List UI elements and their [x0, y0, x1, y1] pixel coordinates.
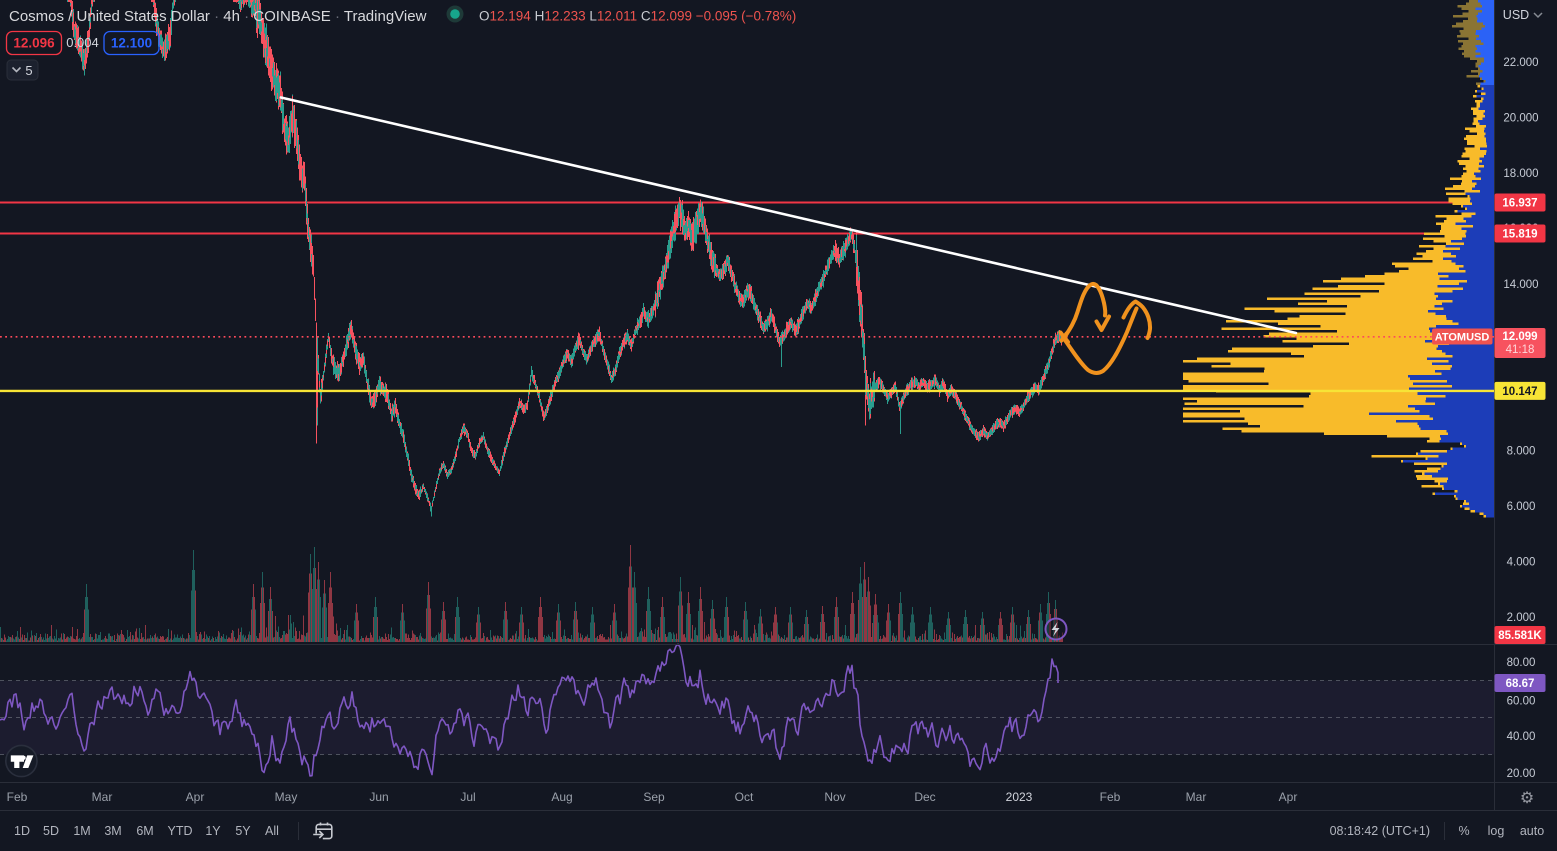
svg-text:15.819: 15.819 [1502, 229, 1537, 241]
svg-text:Mar: Mar [1186, 790, 1207, 804]
svg-text:Apr: Apr [1279, 790, 1298, 804]
svg-text:Jun: Jun [369, 790, 388, 804]
svg-text:USD: USD [1503, 8, 1529, 22]
svg-text:12.099: 12.099 [1502, 331, 1537, 343]
svg-text:08:18:42 (UTC+1): 08:18:42 (UTC+1) [1330, 824, 1430, 838]
svg-text:3M: 3M [104, 824, 121, 838]
svg-text:1Y: 1Y [205, 824, 221, 838]
svg-text:Apr: Apr [186, 790, 205, 804]
svg-text:22.000: 22.000 [1503, 57, 1538, 69]
svg-text:5D: 5D [43, 824, 59, 838]
svg-text:12.100: 12.100 [111, 36, 152, 51]
svg-text:Dec: Dec [914, 790, 935, 804]
svg-text:6.000: 6.000 [1507, 501, 1536, 513]
svg-text:10.147: 10.147 [1502, 386, 1537, 398]
svg-text:All: All [265, 824, 279, 838]
svg-text:5: 5 [25, 63, 32, 78]
svg-text:85.581K: 85.581K [1498, 630, 1542, 642]
svg-text:Feb: Feb [1100, 790, 1121, 804]
svg-text:80.00: 80.00 [1507, 657, 1536, 669]
svg-text:%: % [1458, 824, 1469, 838]
svg-text:2.000: 2.000 [1507, 612, 1536, 624]
svg-text:0.004: 0.004 [66, 35, 99, 50]
svg-text:16.937: 16.937 [1502, 198, 1537, 210]
svg-text:Nov: Nov [824, 790, 845, 804]
svg-text:4.000: 4.000 [1507, 557, 1536, 569]
svg-text:May: May [275, 790, 298, 804]
svg-text:12.096: 12.096 [13, 36, 55, 51]
svg-text:YTD: YTD [168, 824, 193, 838]
svg-text:20.00: 20.00 [1507, 768, 1536, 780]
svg-text:Aug: Aug [551, 790, 572, 804]
svg-text:8.000: 8.000 [1507, 446, 1536, 458]
svg-text:Sep: Sep [643, 790, 665, 804]
svg-text:6M: 6M [136, 824, 153, 838]
svg-text:20.000: 20.000 [1503, 113, 1538, 125]
svg-text:Cosmos / United States Dollar: Cosmos / United States Dollar · 4h · COI… [9, 8, 427, 25]
svg-text:auto: auto [1520, 824, 1544, 838]
svg-text:Oct: Oct [735, 790, 754, 804]
svg-text:40.00: 40.00 [1507, 731, 1536, 743]
svg-text:68.67: 68.67 [1506, 678, 1535, 690]
svg-text:Jul: Jul [460, 790, 475, 804]
svg-text:Feb: Feb [7, 790, 28, 804]
svg-text:⚙: ⚙ [1520, 790, 1534, 807]
svg-text:ATOMUSD: ATOMUSD [1435, 332, 1490, 344]
svg-text:1M: 1M [73, 824, 90, 838]
svg-text:1D: 1D [14, 824, 30, 838]
svg-text:log: log [1488, 824, 1505, 838]
svg-text:2023: 2023 [1006, 790, 1033, 804]
svg-text:14.000: 14.000 [1503, 279, 1538, 291]
svg-text:Mar: Mar [92, 790, 113, 804]
svg-text:60.00: 60.00 [1507, 696, 1536, 708]
svg-text:5Y: 5Y [235, 824, 251, 838]
svg-text:O12.194 H12.233 L12.011 C12.09: O12.194 H12.233 L12.011 C12.099 −0.095 (… [479, 9, 796, 24]
svg-text:41:18: 41:18 [1506, 344, 1535, 356]
svg-text:18.000: 18.000 [1503, 168, 1538, 180]
